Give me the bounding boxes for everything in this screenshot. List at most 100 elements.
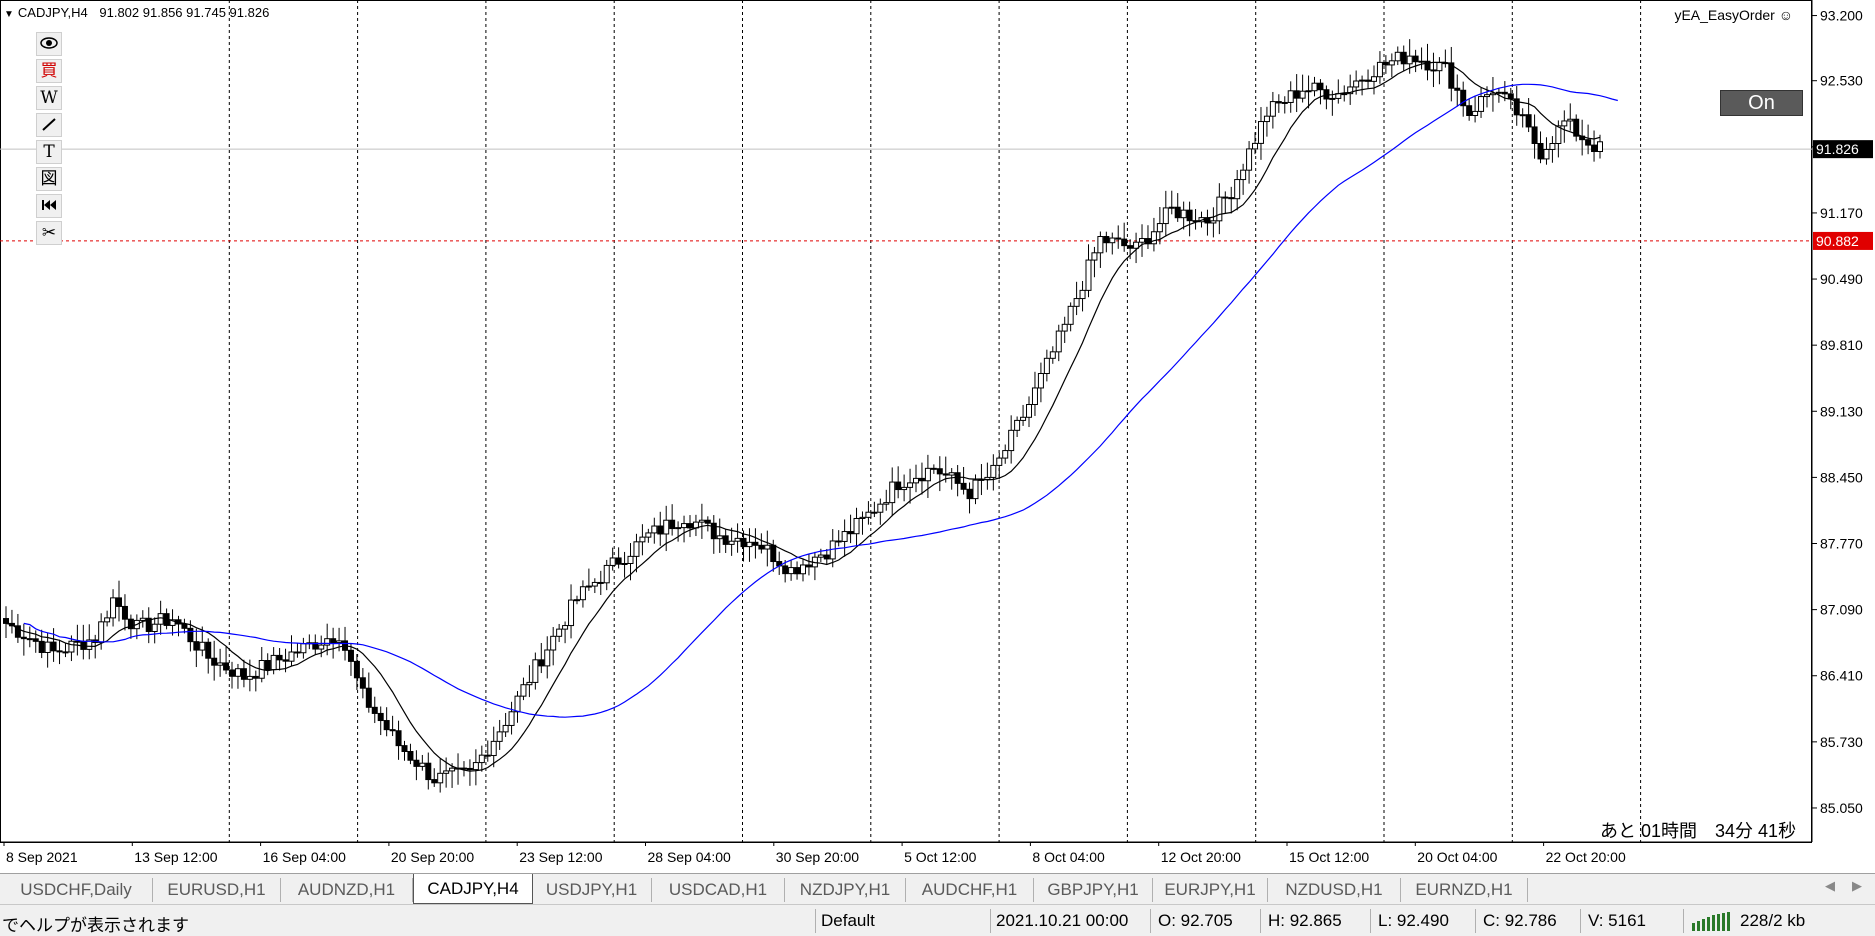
time-tick-label: 23 Sep 12:00 — [519, 849, 603, 865]
tab-nzdjpy[interactable]: NZDJPY,H1 — [785, 878, 906, 902]
status-separator — [1150, 909, 1151, 933]
tab-eurusd[interactable]: EURUSD,H1 — [153, 878, 281, 902]
candle-body — [889, 481, 896, 504]
candle-body — [1388, 60, 1395, 66]
text-icon[interactable]: T — [36, 140, 62, 164]
candle-body — [1008, 429, 1015, 452]
candle-body — [1061, 323, 1068, 332]
time-tick-label: 16 Sep 04:00 — [263, 849, 347, 865]
tab-scroll-right-icon[interactable]: ▶ — [1852, 878, 1862, 893]
candle-body — [597, 581, 604, 584]
candle-body — [1085, 259, 1092, 291]
tab-scroll-left-icon[interactable]: ◀ — [1825, 878, 1835, 893]
candle-body — [877, 503, 884, 513]
candle-body — [1365, 79, 1372, 82]
status-separator — [990, 909, 991, 933]
tab-usdchf[interactable]: USDCHF,Daily — [0, 878, 153, 902]
candle-body — [401, 745, 408, 753]
rewind-icon[interactable] — [36, 194, 62, 218]
price-tick-label: 87.090 — [1820, 602, 1863, 618]
candle-body — [1281, 101, 1288, 104]
candle-body — [716, 535, 723, 540]
candle-body — [1311, 82, 1318, 92]
tab-eurjpy[interactable]: EURJPY,H1 — [1153, 878, 1268, 902]
candle-body — [1174, 206, 1181, 219]
candle-body — [359, 677, 366, 689]
status-separator — [1683, 909, 1684, 933]
candle-body — [1561, 120, 1568, 127]
candle-body — [1418, 60, 1425, 63]
w-icon[interactable]: W — [36, 86, 62, 110]
candle-body — [1067, 305, 1074, 325]
header-open: 91.802 — [99, 5, 140, 20]
candle-body — [395, 730, 402, 747]
candle-body — [181, 623, 188, 629]
candle-body — [686, 523, 693, 529]
candle-body — [817, 554, 824, 558]
candle-body — [205, 641, 212, 659]
price-chart[interactable]: 8 Sep 2021 13 Sep 12:00 16 Sep 04:00 20 Sep… — [0, 0, 1875, 873]
candle-body — [734, 537, 741, 542]
tab-eurnzd[interactable]: EURNZD,H1 — [1401, 878, 1528, 902]
candle-body — [1091, 252, 1098, 261]
tab-nzdusd[interactable]: NZDUSD,H1 — [1268, 878, 1401, 902]
tab-cadjpy[interactable]: CADJPY,H4 — [413, 874, 533, 904]
candle-body — [74, 640, 81, 643]
candle-body — [1150, 231, 1157, 245]
collapse-triangle-icon[interactable]: ▼ — [4, 9, 14, 20]
candle-body — [1216, 196, 1223, 222]
scissors-icon[interactable]: ✂ — [36, 221, 62, 245]
buy-icon[interactable]: 買 — [36, 59, 62, 83]
candle-body — [365, 687, 372, 708]
candle-body — [1394, 51, 1401, 62]
tab-gbpjpy[interactable]: GBPJPY,H1 — [1034, 878, 1153, 902]
time-tick-label: 13 Sep 12:00 — [134, 849, 218, 865]
connection-bars-icon — [1692, 912, 1730, 931]
candle-body — [240, 668, 247, 680]
tab-usdjpy[interactable]: USDJPY,H1 — [532, 878, 652, 902]
candle-body — [758, 544, 765, 550]
candle-body — [116, 597, 123, 607]
candle-body — [389, 729, 396, 732]
candle-body — [1222, 196, 1229, 199]
chart-area[interactable]: 8 Sep 2021 13 Sep 12:00 16 Sep 04:00 20 Sep… — [0, 0, 1875, 873]
candle-body — [1031, 387, 1038, 406]
candle-body — [1507, 93, 1514, 100]
candle-body — [460, 767, 467, 770]
price-tick-label: 92.530 — [1820, 73, 1863, 89]
candle-body — [490, 740, 497, 757]
candle-body — [930, 467, 937, 470]
status-help: でヘルプが表示されます — [2, 916, 189, 935]
candle-body — [1585, 139, 1592, 146]
tab-audchf[interactable]: AUDCHF,H1 — [906, 878, 1034, 902]
candle-body — [86, 639, 93, 650]
candle-body — [324, 638, 331, 646]
candle-body — [681, 523, 688, 529]
candle-body — [954, 472, 961, 484]
chart-icon[interactable]: 図 — [36, 167, 62, 191]
tab-usdcad[interactable]: USDCAD,H1 — [652, 878, 785, 902]
candle-body — [336, 640, 343, 644]
candle-body — [609, 557, 616, 566]
candle-body — [603, 564, 610, 584]
candle-body — [1293, 90, 1300, 99]
candle-body — [1026, 404, 1033, 418]
candle-body — [907, 482, 914, 488]
candle-body — [229, 669, 236, 677]
candle-body — [32, 638, 39, 642]
tab-audnzd[interactable]: AUDNZD,H1 — [281, 878, 413, 902]
candle-body — [1543, 148, 1550, 160]
candle-body — [990, 464, 997, 478]
pencil-icon[interactable] — [36, 113, 62, 137]
candle-body — [437, 772, 444, 784]
candle-body — [1472, 110, 1479, 116]
on-button[interactable]: On — [1720, 90, 1803, 116]
candle-body — [704, 519, 711, 524]
header-high: 91.856 — [142, 5, 183, 20]
candle-body — [449, 767, 456, 772]
candle-body — [1317, 82, 1324, 91]
candle-body — [282, 659, 289, 662]
candle-body — [895, 481, 902, 491]
eye-icon[interactable] — [36, 32, 62, 56]
candle-body — [1537, 142, 1544, 160]
